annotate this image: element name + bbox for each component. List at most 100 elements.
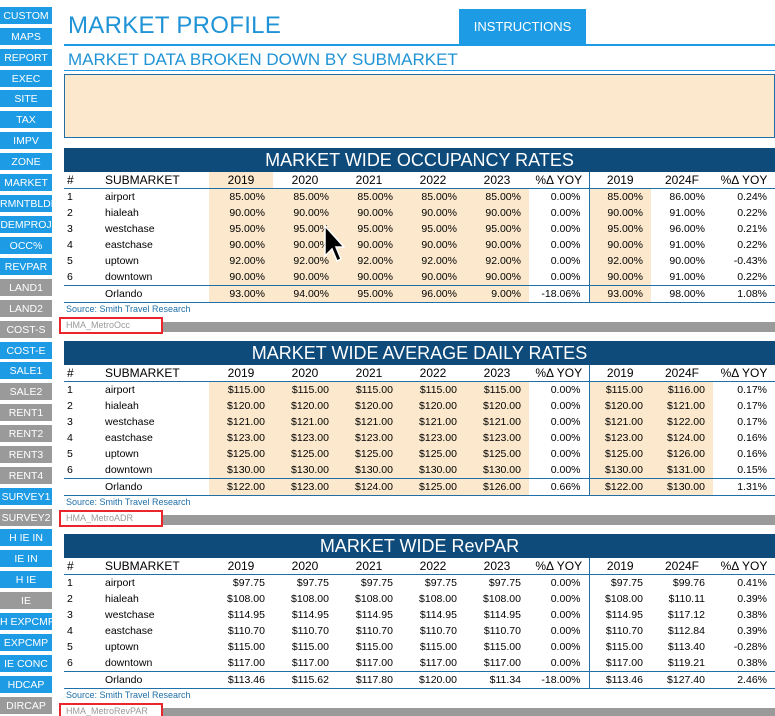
table-cell[interactable]: 85.00%: [401, 188, 465, 205]
table-cell[interactable]: $115.00: [227, 641, 265, 653]
table-cell[interactable]: 0.39%: [737, 593, 767, 605]
sidebar-item-impv[interactable]: IMPV: [0, 132, 52, 150]
sidebar-item-rent3[interactable]: RENT3: [0, 446, 52, 464]
table-cell[interactable]: $99.76: [672, 577, 705, 589]
total-cell[interactable]: $117.80: [337, 671, 401, 689]
total-cell[interactable]: $122.00: [209, 478, 273, 496]
table-cell[interactable]: $117.00: [588, 655, 651, 672]
table-cell[interactable]: $115.00: [401, 381, 465, 398]
table-cell[interactable]: $130.00: [209, 462, 273, 479]
table-cell[interactable]: $123.00: [209, 430, 273, 446]
column-header[interactable]: %Δ YOY: [529, 365, 589, 382]
table-cell[interactable]: 0.00%: [550, 448, 581, 460]
column-header[interactable]: 2023: [465, 365, 529, 382]
table-cell[interactable]: 85.00%: [588, 188, 651, 205]
table-cell[interactable]: 0.17%: [737, 384, 767, 396]
table-cell[interactable]: $126.00: [651, 446, 713, 462]
table-cell[interactable]: $121.00: [588, 414, 651, 430]
table-cell[interactable]: hialeah: [105, 400, 139, 412]
table-cell[interactable]: 92.00%: [401, 253, 465, 269]
total-cell[interactable]: $113.46: [588, 671, 651, 689]
table-cell[interactable]: 86.00%: [669, 191, 705, 203]
table-cell[interactable]: $123.00: [273, 430, 337, 446]
table-cell[interactable]: $124.00: [651, 430, 713, 446]
sidebar-item-ie-conc[interactable]: IE CONC: [0, 655, 52, 673]
table-cell[interactable]: $114.95: [483, 609, 521, 621]
table-cell[interactable]: eastchase: [105, 239, 153, 251]
table-cell[interactable]: 0.38%: [737, 657, 767, 669]
table-cell[interactable]: $117.12: [667, 609, 705, 621]
total-cell[interactable]: [64, 478, 101, 496]
sidebar-item-cost-s[interactable]: COST-S: [0, 321, 52, 339]
table-cell[interactable]: 0.00%: [550, 464, 581, 476]
column-header[interactable]: 2024F: [651, 558, 713, 575]
table-cell[interactable]: $97.75: [296, 577, 329, 589]
table-cell[interactable]: $130.00: [401, 462, 465, 479]
table-cell[interactable]: $121.00: [209, 414, 273, 430]
table-cell[interactable]: eastchase: [105, 625, 153, 637]
table-cell[interactable]: $115.00: [291, 641, 329, 653]
sidebar-item-ie-in[interactable]: IE IN: [0, 550, 52, 568]
sidebar-item-rmntbldr[interactable]: RMNTBLDR: [0, 195, 52, 213]
table-cell[interactable]: $115.00: [465, 381, 529, 398]
table-cell[interactable]: $117.00: [483, 657, 521, 669]
total-cell[interactable]: 96.00%: [401, 285, 465, 303]
column-header[interactable]: 2019: [588, 558, 651, 575]
range-name-adr[interactable]: HMA_MetroADR: [59, 510, 163, 527]
table-cell[interactable]: $120.00: [273, 398, 337, 414]
column-header[interactable]: %Δ YOY: [713, 558, 775, 575]
table-cell[interactable]: 0.00%: [550, 191, 581, 203]
table-cell[interactable]: 0.00%: [550, 239, 581, 251]
table-cell[interactable]: 3: [67, 609, 73, 621]
table-cell[interactable]: 0.00%: [550, 657, 581, 669]
total-cell[interactable]: 95.00%: [337, 285, 401, 303]
table-cell[interactable]: 0.00%: [550, 416, 581, 428]
total-cell[interactable]: $124.00: [337, 478, 401, 496]
column-header[interactable]: #: [64, 172, 101, 189]
sidebar-item-survey1[interactable]: SURVEY1: [0, 488, 52, 506]
sidebar-item-maps[interactable]: MAPS: [0, 28, 52, 46]
table-cell[interactable]: 0.00%: [550, 400, 581, 412]
total-cell[interactable]: $125.00: [401, 478, 465, 496]
table-cell[interactable]: $114.95: [588, 607, 651, 623]
table-cell[interactable]: $125.00: [337, 446, 401, 462]
total-cell[interactable]: 1.31%: [713, 478, 775, 496]
table-cell[interactable]: 91.00%: [669, 207, 705, 219]
sidebar-item-zone[interactable]: ZONE: [0, 153, 52, 171]
table-cell[interactable]: -0.28%: [733, 641, 767, 653]
sidebar-item-h-ie[interactable]: H IE: [0, 571, 52, 589]
table-cell[interactable]: 90.00%: [465, 237, 529, 253]
total-cell[interactable]: 93.00%: [588, 285, 651, 303]
sidebar-item-ie[interactable]: IE: [0, 592, 52, 610]
table-cell[interactable]: uptown: [105, 641, 139, 653]
table-cell[interactable]: 2: [67, 593, 73, 605]
table-cell[interactable]: $115.00: [483, 641, 521, 653]
sidebar-item-survey2[interactable]: SURVEY2: [0, 509, 52, 527]
column-header[interactable]: 2022: [401, 365, 465, 382]
table-cell[interactable]: westchase: [105, 223, 155, 235]
sidebar-item-hdcap[interactable]: HDCAP: [0, 676, 52, 694]
table-cell[interactable]: $115.00: [273, 381, 337, 398]
table-cell[interactable]: downtown: [105, 271, 153, 283]
table-cell[interactable]: 90.00%: [588, 269, 651, 286]
table-cell[interactable]: 90.00%: [337, 237, 401, 253]
table-cell[interactable]: 0.24%: [737, 191, 767, 203]
table-cell[interactable]: $130.00: [588, 462, 651, 479]
table-cell[interactable]: 3: [67, 416, 73, 428]
column-header[interactable]: 2020: [273, 365, 337, 382]
table-cell[interactable]: $110.70: [419, 625, 457, 637]
table-cell[interactable]: $115.00: [419, 641, 457, 653]
sidebar-item-tax[interactable]: TAX: [0, 111, 52, 129]
table-cell[interactable]: $108.00: [588, 591, 651, 607]
column-header[interactable]: 2021: [337, 365, 401, 382]
table-cell[interactable]: 1: [67, 384, 73, 396]
table-cell[interactable]: -0.43%: [733, 255, 767, 267]
table-cell[interactable]: $123.00: [588, 430, 651, 446]
column-header[interactable]: #: [64, 558, 101, 575]
table-cell[interactable]: $123.00: [401, 430, 465, 446]
notes-input-area[interactable]: [64, 74, 775, 138]
table-cell[interactable]: 0.00%: [550, 271, 581, 283]
table-cell[interactable]: 2: [67, 207, 73, 219]
table-cell[interactable]: 90.00%: [273, 269, 337, 286]
table-cell[interactable]: $122.00: [651, 414, 713, 430]
